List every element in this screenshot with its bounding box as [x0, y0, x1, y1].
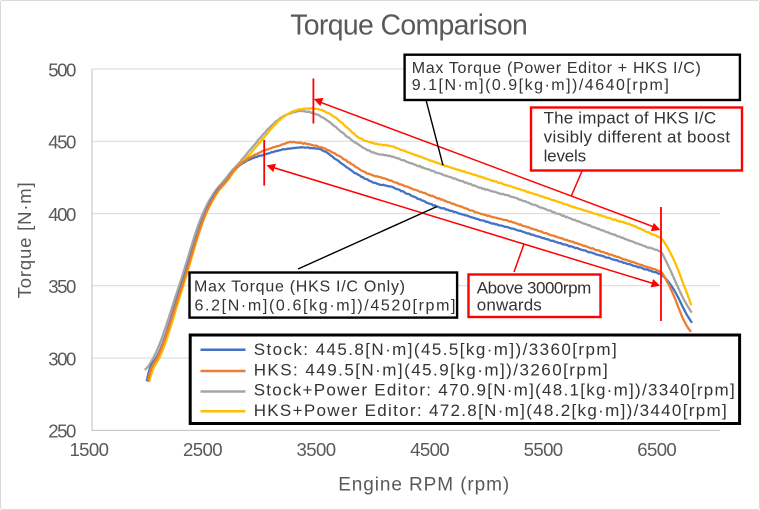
- svg-text:Max Torque (Power Editor + HKS: Max Torque (Power Editor + HKS I/C): [412, 60, 701, 77]
- svg-text:5500: 5500: [524, 439, 564, 460]
- svg-text:visibly different at boost: visibly different at boost: [544, 128, 731, 147]
- svg-text:4500: 4500: [410, 439, 450, 460]
- svg-text:250: 250: [48, 421, 76, 442]
- svg-text:1500: 1500: [69, 439, 109, 460]
- svg-text:Max Torque (HKS I/C Only): Max Torque (HKS I/C Only): [194, 279, 405, 296]
- svg-text:2500: 2500: [183, 439, 223, 460]
- svg-text:levels: levels: [544, 146, 587, 165]
- svg-text:Stock+Power Editor: 470.9[N·m]: Stock+Power Editor: 470.9[N·m](48.1[kg·m…: [254, 380, 735, 399]
- svg-text:HKS+Power Editor: 472.8[N·m](4: HKS+Power Editor: 472.8[N·m](48.2[kg·m])…: [254, 401, 727, 420]
- svg-text:500: 500: [48, 59, 76, 80]
- svg-text:HKS: 449.5[N·m](45.9[kg·m])/32: HKS: 449.5[N·m](45.9[kg·m])/3260[rpm]: [254, 360, 608, 379]
- svg-text:Above 3000rpm: Above 3000rpm: [477, 279, 592, 298]
- svg-text:Engine RPM (rpm): Engine RPM (rpm): [338, 475, 509, 496]
- svg-text:450: 450: [48, 132, 76, 153]
- svg-text:9.1[N·m](0.9[kg·m])/4640[rpm]: 9.1[N·m](0.9[kg·m])/4640[rpm]: [412, 77, 669, 94]
- svg-text:Stock: 445.8[N·m](45.5[kg·m])/: Stock: 445.8[N·m](45.5[kg·m])/3360[rpm]: [254, 340, 617, 359]
- svg-text:Torque [N·m]: Torque [N·m]: [14, 182, 35, 298]
- svg-text:onwards: onwards: [477, 295, 542, 314]
- svg-text:Torque Comparison: Torque Comparison: [290, 9, 528, 41]
- svg-text:The impact of HKS I/C: The impact of HKS I/C: [544, 109, 717, 128]
- svg-text:400: 400: [48, 204, 76, 225]
- svg-text:6500: 6500: [637, 439, 677, 460]
- svg-text:6.2[N·m](0.6[kg·m])/4520[rpm]: 6.2[N·m](0.6[kg·m])/4520[rpm]: [195, 297, 456, 314]
- svg-text:3500: 3500: [297, 439, 337, 460]
- svg-text:300: 300: [48, 348, 76, 369]
- svg-text:350: 350: [48, 276, 76, 297]
